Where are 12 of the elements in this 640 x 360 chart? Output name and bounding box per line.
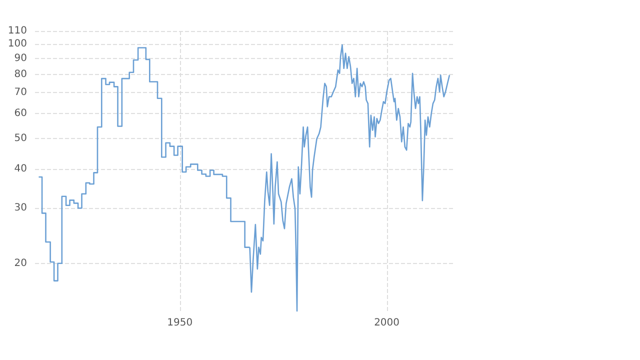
y-tick-label: 40 [14,163,27,174]
y-tick-label: 60 [14,108,27,120]
y-tick-label: 50 [14,132,27,144]
x-tick-label: 1950 [167,318,193,328]
x-tick-label: 2000 [374,318,400,328]
y-tick-label: 70 [14,87,27,98]
y-tick-label: 30 [14,202,27,214]
y-tick-label: 80 [14,68,27,80]
y-tick-label: 110 [8,26,27,36]
y-tick-label: 90 [14,52,27,64]
y-tick-label: 100 [8,38,27,50]
y-tick-label: 20 [14,258,27,269]
